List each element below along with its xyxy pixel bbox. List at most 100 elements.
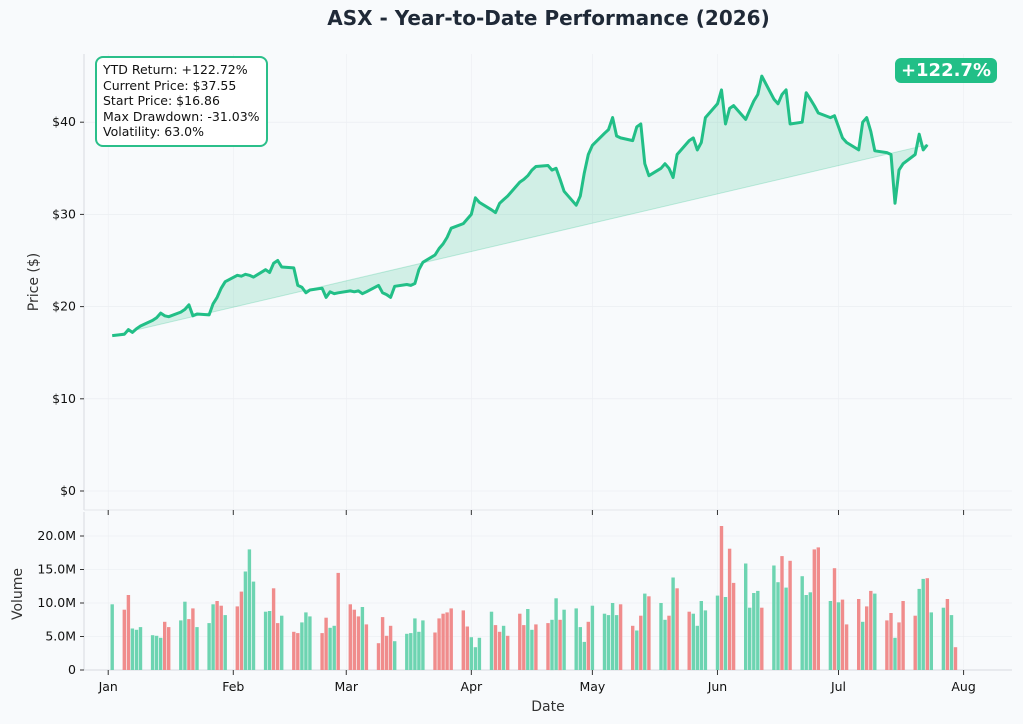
volume-bar <box>296 633 300 670</box>
volume-bar <box>586 621 590 670</box>
volume-bar <box>857 599 861 670</box>
price-y-tick-label: $10 <box>52 391 76 406</box>
volume-bar <box>558 619 562 671</box>
volume-bar <box>437 618 441 670</box>
volume-bar <box>719 526 724 670</box>
volume-bar <box>130 628 135 670</box>
volume-bar <box>219 605 223 670</box>
volume-bar <box>433 632 437 670</box>
volume-bar <box>816 547 820 670</box>
volume-bar <box>731 582 736 670</box>
volume-bar <box>788 560 792 670</box>
volume-bar <box>409 633 413 670</box>
volume-bar <box>336 572 340 670</box>
volume-bar <box>574 608 578 670</box>
volume-bar <box>861 621 865 670</box>
volume-bar <box>772 565 776 670</box>
volume-y-label: Volume <box>10 568 26 620</box>
volume-bar <box>671 577 675 670</box>
volume-bar <box>304 612 308 670</box>
volume-bar <box>953 647 958 670</box>
price-y-tick-label: $30 <box>52 206 76 221</box>
volume-bar <box>352 609 356 670</box>
volume-bar <box>376 643 381 670</box>
price-y-label: Price ($) <box>26 253 42 311</box>
volume-bar <box>784 587 788 670</box>
price-y-tick-label: $20 <box>52 299 76 314</box>
volume-bar <box>945 599 950 670</box>
volume-bar <box>913 615 917 670</box>
x-tick-label: Jan <box>98 679 118 694</box>
volume-bar <box>328 627 332 670</box>
volume-bar <box>925 578 929 670</box>
volume-bar <box>917 588 921 670</box>
volume-bar <box>893 637 897 670</box>
volume-bar <box>421 620 425 670</box>
volume-bar <box>949 615 954 670</box>
x-tick-label: Mar <box>334 679 358 694</box>
volume-bar <box>159 637 163 670</box>
volume-bar <box>550 619 554 671</box>
volume-bar <box>804 595 808 670</box>
x-tick-label: Jun <box>707 679 728 694</box>
volume-bar <box>643 593 647 670</box>
volume-bar <box>473 647 478 670</box>
price-line <box>112 74 929 338</box>
volume-bar <box>324 617 328 670</box>
volume-bar <box>602 613 607 670</box>
volume-bar <box>211 604 215 670</box>
volume-bar <box>695 625 699 670</box>
volume-bar <box>388 625 393 670</box>
volume-bar <box>320 633 324 670</box>
volume-bar <box>207 623 211 670</box>
volume-bar <box>832 568 837 670</box>
volume-bar <box>417 631 421 670</box>
volume-bar <box>530 629 534 670</box>
volume-bar <box>836 602 841 670</box>
volume-bar <box>247 549 252 670</box>
volume-bar <box>384 635 389 670</box>
volume-bar <box>873 593 877 670</box>
volume-bar <box>921 578 925 670</box>
volume-bar <box>800 576 804 670</box>
volume-bar <box>251 581 256 670</box>
volume-bar <box>280 615 284 670</box>
volume-bar <box>493 625 498 670</box>
volume-bar <box>332 625 336 670</box>
volume-bar <box>667 615 671 670</box>
volume-bar <box>441 613 445 670</box>
volume-bar <box>364 624 369 670</box>
volume-bar <box>699 601 703 670</box>
volume-bar <box>380 617 385 670</box>
volume-bar <box>239 591 244 670</box>
volume-bar <box>929 612 933 670</box>
volume-y-tick-label: 0 <box>68 662 76 677</box>
volume-bar <box>138 627 143 670</box>
volume-bar <box>744 563 748 670</box>
volume-bar <box>885 620 889 670</box>
x-tick-label: Aug <box>951 679 975 694</box>
x-tick-label: May <box>579 679 605 694</box>
volume-bar <box>126 595 131 670</box>
volume-bar <box>501 625 506 670</box>
volume-bar <box>865 606 869 670</box>
volume-bar <box>756 590 760 670</box>
volume-bar <box>183 601 187 670</box>
price-y-tick-label: $0 <box>60 483 76 498</box>
volume-bar <box>187 619 191 670</box>
volume-bar <box>405 633 409 670</box>
volume-bar <box>618 604 623 670</box>
volume-y-tick-label: 20.0M <box>37 528 76 543</box>
x-tick-label: Feb <box>222 679 244 694</box>
volume-bar <box>461 610 465 670</box>
volume-bar <box>195 627 199 670</box>
stat-start-price: Start Price: $16.86 <box>103 93 220 109</box>
volume-bar <box>271 588 276 670</box>
volume-bar <box>840 599 845 670</box>
volume-bar <box>522 625 526 670</box>
x-tick-label: Jul <box>830 679 846 694</box>
volume-bar <box>703 610 708 670</box>
volume-bar <box>445 612 449 670</box>
stat-max-drawdown: Max Drawdown: -31.03% <box>103 108 260 124</box>
volume-bar <box>897 622 901 670</box>
